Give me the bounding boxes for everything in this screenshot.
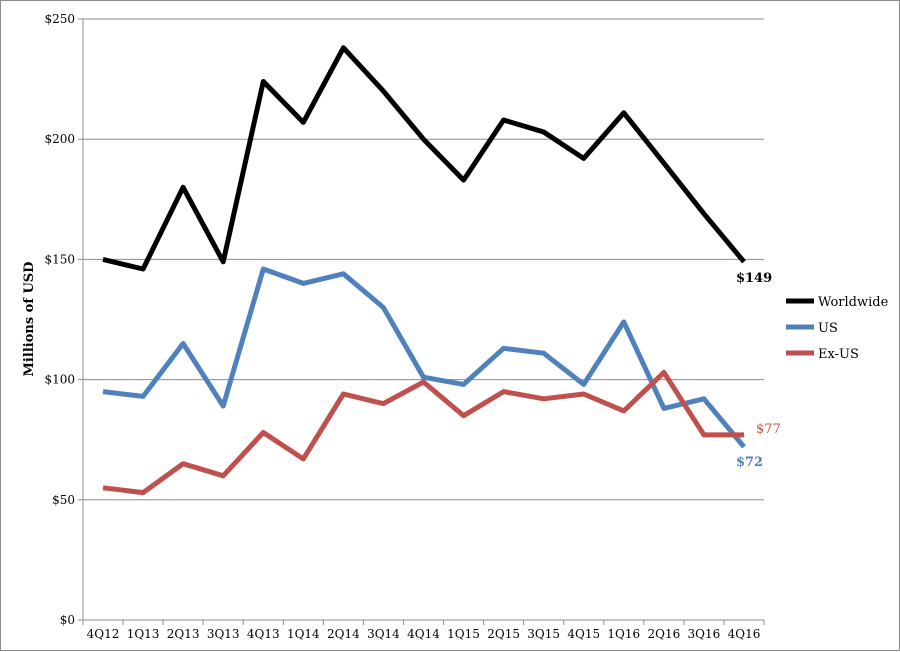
x-tick-label: 2Q13 xyxy=(167,627,200,641)
y-tick-label: $100 xyxy=(44,373,75,387)
legend-label: US xyxy=(818,321,838,336)
x-tick-label: 4Q13 xyxy=(247,627,280,641)
x-tick-label: 4Q16 xyxy=(728,627,761,641)
x-tick-label: 2Q14 xyxy=(327,627,360,641)
legend-label: Worldwide xyxy=(818,295,889,310)
end-label-us: $72 xyxy=(736,455,763,470)
x-tick-label: 4Q12 xyxy=(87,627,120,641)
x-tick-label: 1Q14 xyxy=(287,627,320,641)
x-tick-label: 4Q15 xyxy=(567,627,600,641)
x-tick-label: 3Q14 xyxy=(367,627,400,641)
series-line-ex-us xyxy=(102,369,744,496)
y-axis-label: Millions of USD xyxy=(22,262,37,377)
legend-label: Ex-US xyxy=(818,347,859,362)
axes xyxy=(78,18,765,625)
end-label-worldwide: $149 xyxy=(736,271,772,286)
end-labels: $149 $72 $77 xyxy=(736,271,781,470)
x-tick-label: 1Q13 xyxy=(127,627,160,641)
legend: Worldwide US Ex-US xyxy=(786,295,889,362)
y-tick-label: $150 xyxy=(44,252,75,266)
gridlines xyxy=(83,18,764,501)
series-line-us xyxy=(102,266,746,449)
x-tick-label: 1Q16 xyxy=(607,627,640,641)
y-tick-label: $0 xyxy=(60,613,75,627)
x-tick-label: 1Q15 xyxy=(447,627,480,641)
x-tick-label: 3Q15 xyxy=(527,627,560,641)
x-tick-label: 3Q16 xyxy=(688,627,721,641)
y-axis-ticks: $0 $50 $100 $150 $200 $250 xyxy=(44,12,75,627)
x-axis-ticks: 4Q12 1Q13 2Q13 3Q13 4Q13 1Q14 2Q14 3Q14 4Q14 1Q15… xyxy=(87,627,761,641)
x-tick-label: 2Q15 xyxy=(487,627,520,641)
series-lines xyxy=(102,45,746,496)
x-tick-label: 2Q16 xyxy=(647,627,680,641)
series-line-worldwide xyxy=(102,45,746,272)
x-tick-label: 3Q13 xyxy=(207,627,240,641)
y-tick-label: $200 xyxy=(44,132,75,146)
y-tick-label: $250 xyxy=(44,12,75,26)
end-label-ex-us: $77 xyxy=(756,422,781,437)
x-tick-label: 4Q14 xyxy=(407,627,440,641)
y-tick-label: $50 xyxy=(52,493,75,507)
